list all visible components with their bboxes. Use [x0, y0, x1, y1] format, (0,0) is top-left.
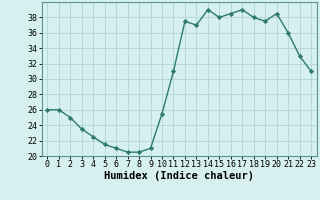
X-axis label: Humidex (Indice chaleur): Humidex (Indice chaleur)	[104, 171, 254, 181]
